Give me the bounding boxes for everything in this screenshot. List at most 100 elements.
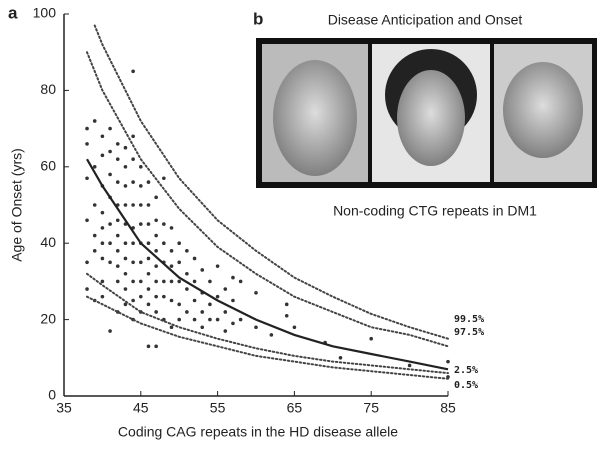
data-point (108, 222, 112, 226)
data-point (215, 294, 220, 299)
data-point (92, 233, 97, 238)
data-point (115, 218, 120, 223)
data-point (154, 310, 158, 314)
inset-caption: Non-coding CTG repeats in DM1 (333, 203, 537, 219)
data-point (369, 336, 374, 341)
data-point (231, 298, 235, 303)
data-point (208, 317, 212, 322)
data-point (123, 203, 128, 207)
data-point (169, 325, 174, 330)
curve-label: 97.5% (454, 327, 484, 338)
data-point (162, 176, 166, 181)
data-point (92, 119, 97, 123)
data-point (254, 325, 258, 330)
data-point (85, 176, 89, 181)
data-point (200, 268, 205, 272)
data-point (169, 279, 174, 284)
data-point (177, 317, 181, 322)
data-point (92, 249, 97, 253)
data-point (108, 329, 112, 333)
data-point (85, 287, 89, 291)
data-point (123, 145, 128, 150)
data-point (139, 203, 143, 207)
data-point (100, 210, 105, 215)
data-point (123, 165, 128, 169)
y-tick-label: 40 (40, 234, 56, 250)
data-point (115, 233, 120, 238)
data-point (85, 142, 89, 146)
data-point (108, 149, 112, 154)
data-point (169, 226, 174, 230)
x-tick-label: 55 (210, 400, 226, 416)
data-point (131, 298, 135, 303)
data-point (169, 298, 174, 303)
data-point (446, 359, 450, 364)
data-point (223, 287, 228, 291)
percentile-curve (93, 24, 449, 340)
x-tick-label: 85 (440, 400, 456, 416)
data-point (92, 165, 97, 169)
data-point (154, 264, 158, 268)
data-point (200, 325, 205, 330)
x-tick-label: 35 (56, 400, 72, 416)
inset-title: Disease Anticipation and Onset (328, 12, 523, 28)
data-point (108, 241, 112, 245)
data-point (131, 69, 135, 74)
data-point (131, 134, 135, 139)
fit-curve (86, 158, 449, 371)
data-point (131, 157, 135, 161)
curve-label: 0.5% (454, 380, 478, 391)
data-point (154, 294, 158, 299)
data-point (177, 279, 181, 284)
percentile-curve (86, 295, 449, 380)
data-point (100, 294, 105, 299)
data-point (154, 218, 158, 223)
data-point (192, 256, 197, 261)
x-axis-label: Coding CAG repeats in the HD disease all… (118, 424, 398, 440)
data-point (146, 256, 151, 261)
data-point (139, 279, 143, 284)
data-point (223, 329, 228, 333)
data-point (100, 153, 105, 158)
data-point (154, 344, 158, 349)
data-point (85, 260, 89, 265)
data-point (146, 203, 151, 207)
data-point (154, 249, 158, 253)
data-point (223, 310, 228, 314)
data-point (123, 241, 128, 245)
x-tick-label: 75 (363, 400, 379, 416)
inset-photos (256, 38, 597, 188)
data-point (100, 279, 105, 284)
data-point (231, 321, 235, 326)
data-point (100, 134, 105, 139)
data-point (146, 180, 151, 184)
data-point (100, 256, 105, 261)
data-point (146, 271, 151, 276)
data-point (115, 142, 120, 146)
data-point (115, 180, 120, 184)
data-point (154, 195, 158, 200)
y-tick-label: 80 (40, 81, 56, 97)
data-point (146, 344, 151, 349)
data-point (185, 287, 189, 291)
data-point (139, 294, 143, 299)
panel-label: b (253, 9, 263, 28)
data-point (139, 222, 143, 226)
data-point (208, 302, 212, 307)
data-point (177, 302, 181, 307)
data-point (108, 172, 112, 177)
data-point (192, 317, 197, 322)
data-point (123, 271, 128, 276)
data-point (85, 126, 89, 131)
data-point (108, 260, 112, 265)
data-point (177, 241, 181, 245)
curve-label: 99.5% (454, 314, 484, 325)
data-point (100, 241, 105, 245)
data-point (139, 165, 143, 169)
data-point (131, 279, 135, 284)
percentile-curve (86, 272, 449, 375)
data-point (131, 180, 135, 184)
y-tick-label: 100 (33, 5, 57, 21)
y-tick-label: 20 (40, 310, 56, 326)
